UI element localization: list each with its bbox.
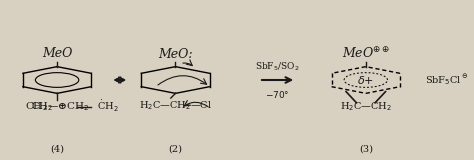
Text: (4): (4) [50,145,64,154]
Text: H$_2$C—CH$_2$—Cl: H$_2$C—CH$_2$—Cl [139,99,212,112]
Text: CH$_2$—$\mathbf{\oplus}$CH$_2$: CH$_2$—$\mathbf{\oplus}$CH$_2$ [25,100,89,113]
Text: (2): (2) [168,145,182,154]
Text: SbF$_5$Cl$^\ominus$: SbF$_5$Cl$^\ominus$ [425,72,469,88]
Text: (3): (3) [359,145,373,154]
Text: SbF$_5$/SO$_2$: SbF$_5$/SO$_2$ [255,60,300,73]
Text: MeO$^{\oplus\oplus}$: MeO$^{\oplus\oplus}$ [342,46,390,61]
Text: $\delta$+: $\delta$+ [357,74,374,86]
Text: MeO:: MeO: [158,48,193,61]
Text: CH$_2$: CH$_2$ [31,100,53,113]
Text: H$_2$C—CH$_2$: H$_2$C—CH$_2$ [340,100,392,113]
Text: $-70°$: $-70°$ [265,89,290,100]
Text: MeO: MeO [42,47,72,60]
Text: $\mathregular{\dot{C}}$H$_2$: $\mathregular{\dot{C}}$H$_2$ [97,99,118,114]
